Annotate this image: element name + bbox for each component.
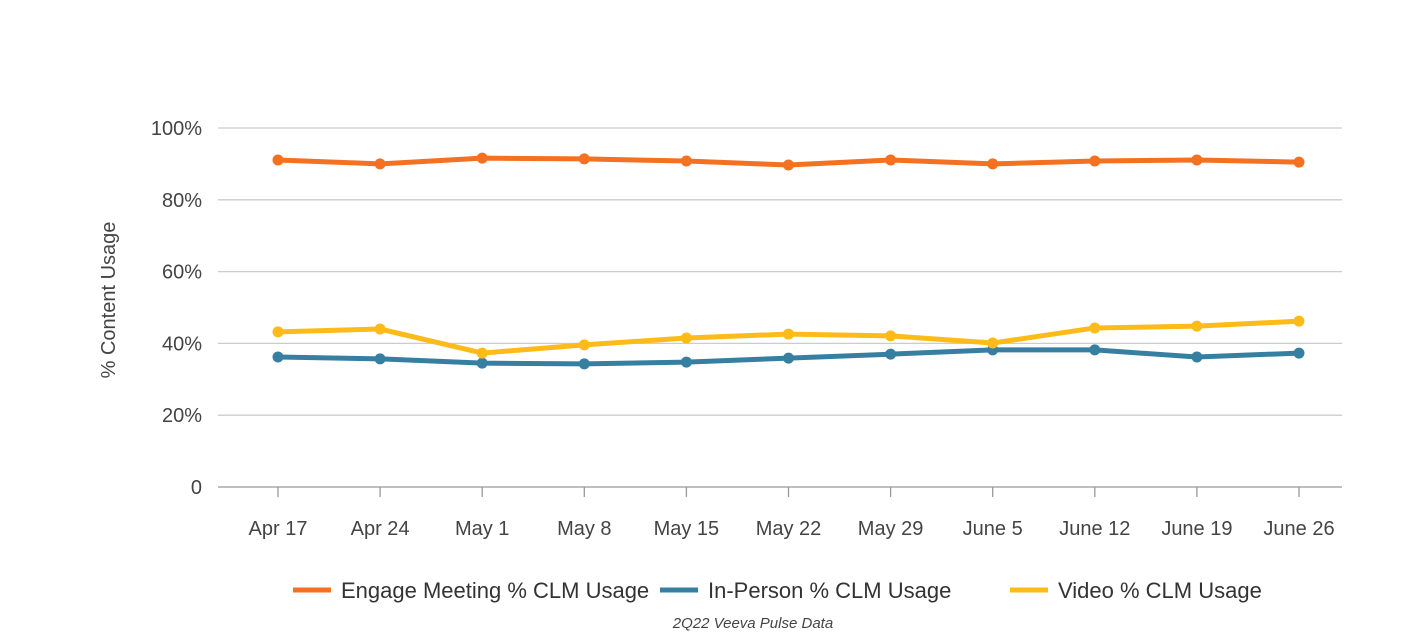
x-tick-label: May 1 bbox=[455, 518, 509, 540]
data-point bbox=[1089, 322, 1101, 334]
data-point bbox=[578, 339, 590, 351]
data-point bbox=[272, 326, 284, 338]
x-tick-label: May 8 bbox=[557, 518, 611, 540]
data-point bbox=[272, 154, 284, 166]
data-point bbox=[783, 328, 794, 340]
data-point bbox=[987, 337, 999, 349]
y-tick-label: 40% bbox=[162, 333, 202, 355]
data-point bbox=[1191, 154, 1203, 166]
data-point bbox=[680, 155, 692, 167]
y-tick-label: 80% bbox=[162, 190, 202, 212]
legend-label: Engage Meeting % CLM Usage bbox=[341, 578, 649, 603]
y-tick-label: 20% bbox=[162, 405, 202, 427]
x-tick-label: May 22 bbox=[756, 518, 822, 540]
data-point bbox=[1089, 344, 1101, 356]
x-tick-label: Apr 24 bbox=[351, 518, 410, 540]
legend-label: Video % CLM Usage bbox=[1058, 578, 1262, 603]
data-point bbox=[578, 358, 590, 370]
data-point bbox=[680, 356, 692, 368]
x-tick-label: June 26 bbox=[1263, 518, 1334, 540]
data-point bbox=[1293, 315, 1305, 327]
y-tick-label: 0 bbox=[191, 477, 202, 499]
data-point bbox=[374, 353, 386, 365]
x-tick-label: June 19 bbox=[1161, 518, 1232, 540]
x-axis-ticks: Apr 17 Apr 24 May 1 May 8 May 15 May 22 May 29… bbox=[249, 487, 1335, 540]
data-point bbox=[1089, 155, 1101, 167]
x-tick-label: May 29 bbox=[858, 518, 924, 540]
data-point bbox=[374, 158, 386, 170]
x-tick-label: June 5 bbox=[963, 518, 1023, 540]
data-point bbox=[783, 352, 794, 364]
y-axis-ticks: 0 20% 40% 60% 80% 100% bbox=[151, 118, 202, 499]
y-tick-label: 100% bbox=[151, 118, 202, 140]
data-point bbox=[1191, 351, 1203, 363]
data-point bbox=[476, 152, 488, 164]
legend: Engage Meeting % CLM Usage In-Person % CL… bbox=[293, 578, 1262, 603]
data-point bbox=[578, 153, 590, 165]
data-point bbox=[783, 159, 794, 171]
data-point bbox=[885, 330, 897, 342]
data-point bbox=[272, 351, 284, 363]
data-point bbox=[680, 332, 692, 344]
y-tick-label: 60% bbox=[162, 262, 202, 284]
data-point bbox=[476, 357, 488, 369]
source-note: 2Q22 Veeva Pulse Data bbox=[672, 615, 833, 632]
series-lines bbox=[272, 152, 1305, 370]
x-tick-label: June 12 bbox=[1059, 518, 1130, 540]
data-point bbox=[885, 154, 897, 166]
data-point bbox=[987, 158, 999, 170]
gridlines bbox=[218, 127, 1342, 488]
data-point bbox=[885, 348, 897, 360]
legend-label: In-Person % CLM Usage bbox=[708, 578, 951, 603]
x-tick-label: Apr 17 bbox=[249, 518, 308, 540]
data-point bbox=[1293, 347, 1305, 359]
data-point bbox=[476, 347, 488, 359]
data-point bbox=[1191, 320, 1203, 332]
data-point bbox=[1293, 156, 1305, 168]
y-axis-label: % Content Usage bbox=[98, 222, 120, 379]
x-tick-label: May 15 bbox=[654, 518, 720, 540]
data-point bbox=[374, 323, 386, 335]
